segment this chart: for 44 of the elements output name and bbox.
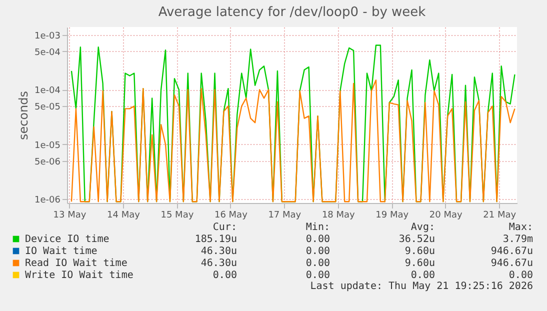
text: Last update: Thu May 21 19:25:16 2026 [310,281,533,292]
x-tick-label: 13 May [53,210,87,220]
text: 0.00 [306,234,330,245]
text: Min: [306,222,330,233]
text: Cur: [212,222,237,233]
text: 9.60u [404,246,435,257]
legend-label: Read IO Wait time [25,258,128,269]
x-tick-label: 19 May [376,210,410,220]
y-tick-label: 1e-04 [34,86,61,96]
text: 36.52u [398,234,435,245]
x-tick-label: 14 May [107,210,141,220]
y-axis-title: seconds [16,90,31,140]
y-tick-label: 5e-04 [34,48,61,58]
x-tick-label: 20 May [429,210,463,220]
text: 946.67u [490,246,533,257]
text: 185.19u [194,234,237,245]
text: 0.00 [306,270,330,281]
text: 46.30u [200,258,237,269]
y-tick-label: 5e-06 [34,157,61,168]
line-series [70,79,516,202]
text: 946.67u [490,258,533,269]
text: 0.00 [508,270,533,281]
legend-label: Write IO Wait time [25,270,134,281]
text: 46.30u [200,246,237,257]
text: 0.00 [306,246,330,257]
text: 0.00 [212,270,237,281]
x-tick-label: 18 May [322,210,356,220]
text: 9.60u [404,258,435,269]
x-tick-label: 16 May [214,210,248,220]
text: 0.00 [306,258,330,269]
x-tick-label: 15 May [160,210,194,220]
x-tick-label: 21 May [483,210,517,220]
y-tick-label: 1e-06 [34,196,61,206]
y-tick-label: 1e-05 [34,140,60,151]
legend-label: Device IO time [25,234,110,245]
chart-title: Average latency for /dev/loop0 - by week [158,5,426,20]
x-tick-label: 17 May [268,210,302,220]
legend-label: IO Wait time [25,246,98,257]
y-tick-label: 5e-05 [34,102,60,113]
y-tick-label: 1e-03 [34,31,60,42]
text: 0.00 [410,270,435,281]
text: Max: [508,222,533,233]
text: Avg: [410,222,435,233]
text: 3.79m [502,234,533,245]
